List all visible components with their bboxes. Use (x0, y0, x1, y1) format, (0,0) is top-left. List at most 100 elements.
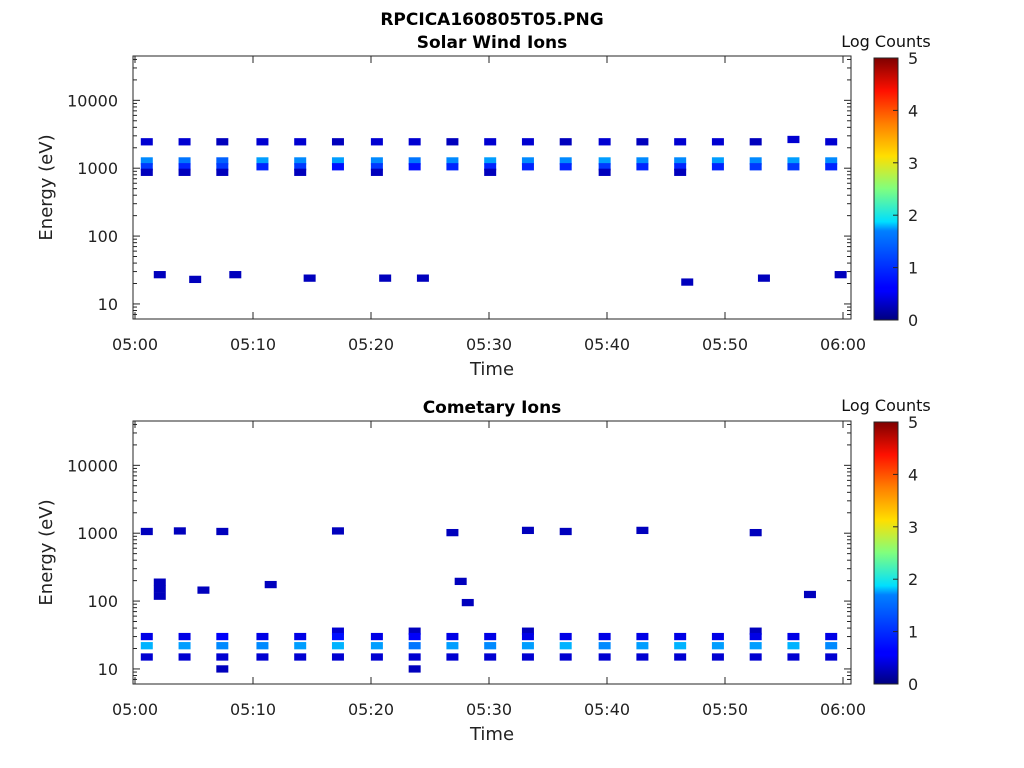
heatmap-cell (461, 598, 474, 607)
heatmap-cell (294, 168, 307, 176)
heatmap-cell (521, 526, 534, 535)
x-tick-label: 05:30 (466, 335, 512, 354)
heatmap-cell (825, 157, 838, 165)
heatmap-cell (711, 138, 724, 146)
y-tick-label: 1000 (77, 524, 118, 543)
heatmap-cell (757, 274, 770, 282)
heatmap-cell (294, 632, 307, 641)
heatmap-cell (294, 138, 307, 146)
heatmap-cell (521, 653, 534, 661)
x-tick-label: 05:30 (466, 700, 512, 719)
heatmap-cell (216, 665, 229, 673)
heatmap-cell (749, 157, 762, 165)
heatmap-cell (803, 590, 816, 599)
x-tick-label: 05:00 (112, 335, 158, 354)
heatmap-cell (178, 632, 191, 641)
heatmap-cell (711, 632, 724, 641)
colorbar-tick-label: 1 (908, 259, 918, 278)
heatmap-cell (256, 653, 269, 661)
colorbar-label: Log Counts (841, 396, 931, 415)
heatmap-cell (636, 653, 649, 661)
heatmap-cell (787, 642, 800, 650)
colorbar-tick-label: 2 (908, 206, 918, 225)
heatmap-cell (559, 653, 572, 661)
heatmap-cell (197, 586, 210, 594)
heatmap-cell (216, 632, 229, 641)
y-tick-label: 10 (98, 660, 118, 679)
panel-title: Solar Wind Ions (417, 33, 568, 53)
heatmap-cell (749, 138, 762, 146)
x-tick-label: 05:10 (230, 700, 276, 719)
heatmap-cell (331, 527, 344, 535)
heatmap-cell (370, 138, 383, 146)
colorbar-label: Log Counts (841, 32, 931, 51)
colorbar-gradient (873, 421, 899, 685)
heatmap-cell (559, 632, 572, 641)
heatmap-cell (331, 157, 344, 165)
heatmap-cell (521, 157, 534, 165)
heatmap-cell (216, 163, 229, 171)
heatmap-cell (408, 163, 421, 171)
heatmap-cell (294, 642, 307, 650)
figure-title: RPCICA160805T05.PNG (380, 10, 603, 30)
heatmap-cells (140, 526, 838, 673)
heatmap-cell (598, 642, 611, 650)
heatmap-cell (598, 157, 611, 165)
colorbar-gradient (873, 57, 899, 321)
heatmap-cell (749, 163, 762, 171)
heatmap-cell (711, 642, 724, 650)
heatmap-cell (484, 163, 497, 171)
heatmap-cell (559, 157, 572, 165)
heatmap-cell (749, 642, 762, 650)
heatmap-cell (256, 632, 269, 641)
heatmap-cell (446, 653, 459, 661)
heatmap-cell (294, 653, 307, 661)
heatmap-cell (825, 632, 838, 641)
heatmap-cell (416, 274, 429, 282)
heatmap-cell (370, 163, 383, 171)
heatmap-cell (216, 138, 229, 146)
y-tick-label: 100 (87, 227, 118, 246)
heatmap-cell (711, 653, 724, 661)
x-axis-label: Time (469, 724, 514, 745)
y-tick-label: 10000 (67, 91, 118, 110)
heatmap-cell (825, 653, 838, 661)
heatmap-cell (408, 632, 421, 641)
colorbar-tick-label: 0 (908, 675, 918, 694)
heatmap-cell (408, 642, 421, 650)
heatmap-cell (256, 138, 269, 146)
colorbar-tick-label: 4 (908, 101, 918, 120)
heatmap-cell (370, 653, 383, 661)
heatmap-cell (331, 632, 344, 641)
heatmap-cell (140, 653, 153, 661)
heatmap-cell (598, 168, 611, 176)
heatmap-cell (408, 138, 421, 146)
heatmap-cell (379, 274, 392, 282)
heatmap-cell (825, 138, 838, 146)
heatmap-cell (674, 653, 687, 661)
heatmap-cell (408, 665, 421, 673)
heatmap-cell (140, 163, 153, 171)
x-axis-label: Time (469, 359, 514, 380)
heatmap-cell (256, 642, 269, 650)
heatmap-cell (787, 157, 800, 165)
heatmap-cell (140, 632, 153, 641)
heatmap-cell (787, 653, 800, 661)
heatmap-cell (636, 642, 649, 650)
heatmap-cell (834, 271, 847, 279)
heatmap-cell (825, 163, 838, 171)
heatmap-cell (521, 138, 534, 146)
heatmap-cell (370, 168, 383, 176)
heatmap-cell (370, 157, 383, 165)
heatmap-cell (636, 157, 649, 165)
y-tick-label: 100 (87, 592, 118, 611)
heatmap-cell (173, 527, 186, 535)
plot-area (132, 55, 852, 320)
heatmap-cell (216, 168, 229, 176)
heatmap-cell (331, 642, 344, 650)
heatmap-cell (331, 138, 344, 146)
heatmap-cell (674, 642, 687, 650)
x-tick-label: 05:20 (348, 700, 394, 719)
